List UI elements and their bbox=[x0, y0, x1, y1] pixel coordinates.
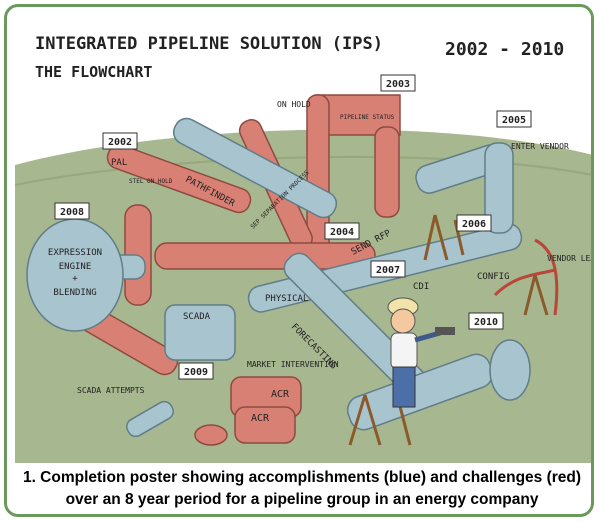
poster-frame: INTEGRATED PIPELINE SOLUTION (IPS) THE F… bbox=[4, 4, 594, 517]
flag-2004: 2004 bbox=[324, 222, 360, 240]
svg-text:2002: 2002 bbox=[108, 137, 132, 148]
svg-text:BLENDING: BLENDING bbox=[53, 288, 96, 298]
svg-text:PHYSICAL: PHYSICAL bbox=[265, 294, 308, 304]
svg-text:2009: 2009 bbox=[184, 367, 208, 378]
pipeline-illustration: INTEGRATED PIPELINE SOLUTION (IPS) THE F… bbox=[15, 15, 593, 463]
flag-2009: 2009 bbox=[178, 362, 214, 380]
flag-2003: 2003 bbox=[380, 74, 416, 92]
flag-2010: 2010 bbox=[468, 312, 504, 330]
svg-text:2008: 2008 bbox=[60, 207, 84, 218]
svg-text:ENTER VENDOR: ENTER VENDOR bbox=[511, 142, 569, 151]
svg-text:CONFIG: CONFIG bbox=[477, 272, 510, 282]
svg-text:2006: 2006 bbox=[462, 219, 486, 230]
svg-text:2004: 2004 bbox=[330, 227, 354, 238]
svg-text:2003: 2003 bbox=[386, 79, 410, 90]
flag-2008: 2008 bbox=[54, 202, 90, 220]
svg-text:CDI: CDI bbox=[413, 282, 429, 292]
flag-2002: 2002 bbox=[102, 132, 138, 150]
svg-text:ENGINE: ENGINE bbox=[59, 262, 92, 272]
worker-character bbox=[387, 297, 455, 408]
svg-text:2005: 2005 bbox=[502, 115, 526, 126]
years-range: 2002 - 2010 bbox=[445, 39, 564, 60]
poster-subtitle: THE FLOWCHART bbox=[35, 63, 152, 81]
sawhorses bbox=[348, 214, 549, 446]
svg-text:EXPRESSION: EXPRESSION bbox=[48, 248, 102, 258]
svg-text:PIPELINE STATUS: PIPELINE STATUS bbox=[340, 114, 395, 121]
svg-text:+: + bbox=[72, 274, 78, 284]
svg-text:SCADA: SCADA bbox=[183, 312, 211, 322]
svg-text:2010: 2010 bbox=[474, 317, 498, 328]
year-flags: 2002 2003 2004 2005 2006 2007 2008 2009 … bbox=[54, 74, 532, 380]
svg-text:SCADA ATTEMPTS: SCADA ATTEMPTS bbox=[77, 386, 145, 395]
figure-caption: 1. Completion poster showing accomplishm… bbox=[22, 469, 582, 508]
svg-text:ON HOLD: ON HOLD bbox=[277, 100, 311, 109]
flag-2005: 2005 bbox=[496, 110, 532, 128]
expression-engine-tank: EXPRESSION ENGINE + BLENDING bbox=[26, 218, 124, 332]
svg-text:2007: 2007 bbox=[376, 265, 400, 276]
svg-text:ACR: ACR bbox=[271, 389, 290, 400]
poster-title: INTEGRATED PIPELINE SOLUTION (IPS) bbox=[35, 34, 383, 54]
svg-text:PAL: PAL bbox=[111, 158, 127, 168]
svg-text:MARKET INTERVENTION: MARKET INTERVENTION bbox=[247, 360, 339, 369]
flag-2007: 2007 bbox=[370, 260, 406, 278]
svg-text:STEL ON HOLD: STEL ON HOLD bbox=[129, 178, 173, 185]
svg-text:VENDOR LEAVES: VENDOR LEAVES bbox=[547, 254, 593, 263]
flag-2006: 2006 bbox=[456, 214, 492, 232]
svg-text:ACR: ACR bbox=[251, 413, 270, 424]
